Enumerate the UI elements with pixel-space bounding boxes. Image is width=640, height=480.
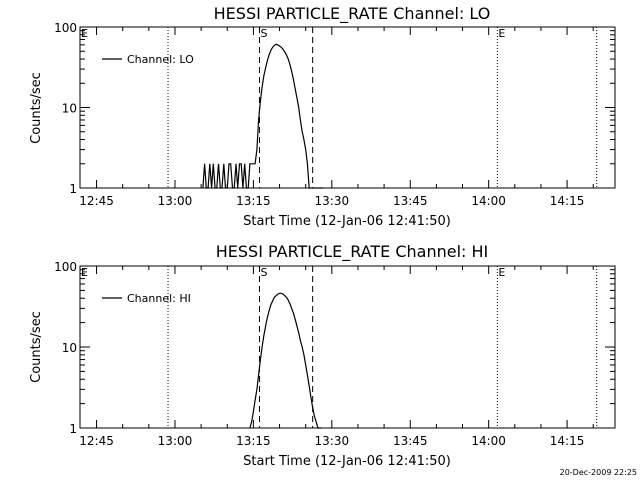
y-tick-label: 100 [54,21,77,35]
plot-frame-hi [79,265,616,429]
x-tick-label: 14:15 [550,434,585,448]
x-tick-label: 13:00 [158,434,193,448]
chart-title-hi: HESSI PARTICLE_RATE Channel: HI [216,242,489,262]
event-marker-label: S [260,266,267,279]
chart-title-lo: HESSI PARTICLE_RATE Channel: LO [214,4,491,24]
x-tick-label: 14:15 [550,194,585,208]
axis-ticks-lo: 12:45 13:00 13:15 13:30 13:45 14:00 14:15 1 10 10… [54,21,615,208]
event-marker-label: E [498,266,505,279]
legend-label-lo: Channel: LO [127,53,194,66]
y-axis-label-hi: Counts/sec [29,311,44,383]
x-tick-label: 13:30 [315,194,350,208]
x-tick-label: 13:30 [315,434,350,448]
axis-ticks-hi: 12:45 13:00 13:15 13:30 13:45 14:00 14:15 1 10 10… [54,260,615,448]
plot-frame-lo [79,26,616,189]
y-axis-label-lo: Counts/sec [29,72,44,144]
series-line-lo [202,43,324,189]
x-tick-label: 14:00 [471,194,506,208]
legend-label-hi: Channel: HI [127,292,191,305]
event-marker-label: E [498,27,505,40]
x-tick-label: 13:00 [158,194,193,208]
y-tick-label: 1 [69,182,77,196]
x-tick-label: 13:15 [236,194,271,208]
series-line-hi [249,292,322,429]
x-axis-label-hi: Start Time (12-Jan-06 12:41:50) [243,454,451,469]
x-tick-label: 13:15 [236,434,271,448]
y-tick-label: 10 [62,341,77,355]
x-tick-label: 13:45 [393,194,428,208]
x-tick-label: 13:45 [393,434,428,448]
x-tick-label: 12:45 [79,434,114,448]
event-marker-label: S [260,27,267,40]
x-tick-label: 12:45 [79,194,114,208]
panel-lo: HESSI PARTICLE_RATE Channel: LO 12:45 13:… [29,4,616,229]
event-marker-label: E [81,266,88,279]
y-tick-label: 100 [54,260,77,274]
y-tick-label: 1 [69,422,77,436]
x-tick-label: 14:00 [471,434,506,448]
panel-hi: HESSI PARTICLE_RATE Channel: HI 12:45 13:… [29,242,616,469]
x-axis-label-lo: Start Time (12-Jan-06 12:41:50) [243,214,451,229]
event-marker-label: E [81,27,88,40]
footer-timestamp: 20-Dec-2009 22:25 [560,468,637,477]
y-tick-label: 10 [62,102,77,116]
